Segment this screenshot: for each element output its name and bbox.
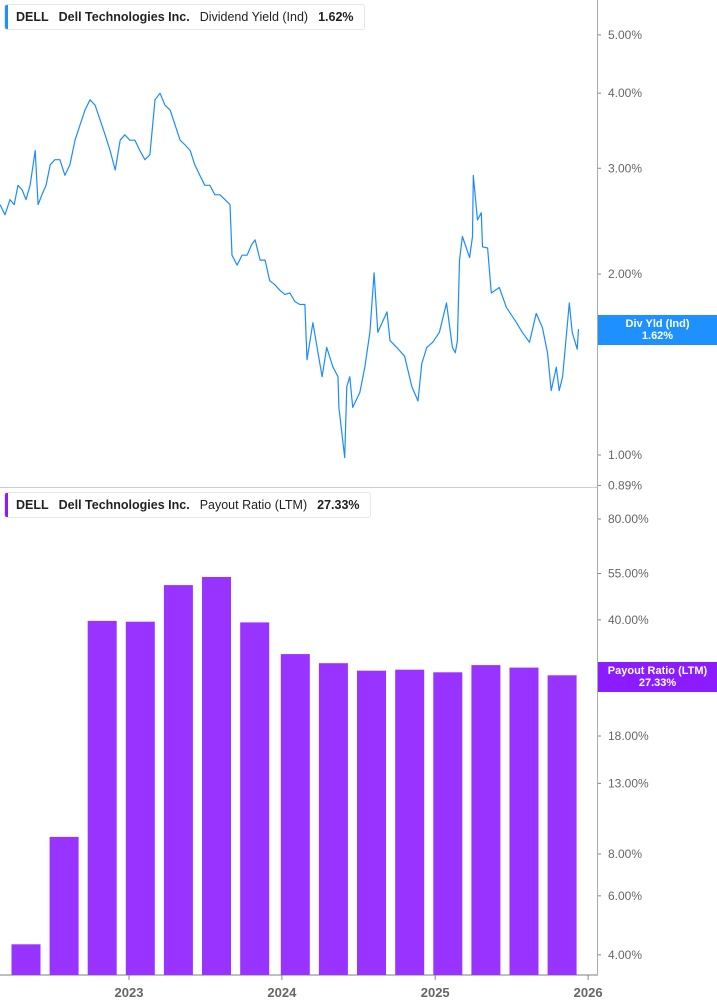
payout-bars [11,577,577,975]
y-tick-label: 4.00% [608,948,642,962]
payout-bar [318,663,348,975]
payout-bar [163,585,193,975]
payout-bar [509,667,539,975]
payout-bar [87,620,117,975]
payout-bar [11,944,41,975]
payout-bar [395,669,425,975]
x-tick-label: 2026 [574,985,603,1000]
legend-company: Dell Technologies Inc. [58,498,190,512]
y-tick-label: 13.00% [608,776,649,790]
payout-bar [280,654,310,975]
payout-bar [125,621,155,975]
tag-value: 27.33% [638,677,677,689]
y-tick-label: 8.00% [608,847,642,861]
payout-bar [49,836,79,975]
payout-bar [202,577,231,975]
payout-bar [471,665,501,975]
legend-value: 1.62% [318,10,354,24]
legend-company: Dell Technologies Inc. [58,10,190,24]
y-tick-label: 80.00% [608,512,649,526]
y-tick-label: 2.00% [608,267,642,281]
payout-bar [433,672,463,975]
payout-legend: DELL Dell Technologies Inc. Payout Ratio… [4,492,371,518]
y-tick-label: 40.00% [608,613,649,627]
dividend-legend: DELL Dell Technologies Inc. Dividend Yie… [4,4,365,30]
x-tick-label: 2024 [267,985,297,1000]
dividend-yield-price-tag: Div Yld (Ind) 1.62% [598,315,717,345]
x-tick-label: 2025 [421,985,450,1000]
x-tick-label: 2023 [115,985,144,1000]
legend-ticker: DELL [16,498,49,512]
legend-accent [5,493,8,517]
legend-accent [5,5,8,29]
legend-value: 27.33% [317,498,360,512]
y-tick-label: 5.00% [608,28,642,42]
payout-bar [357,670,386,975]
payout-ratio-price-tag: Payout Ratio (LTM) 27.33% [598,662,717,692]
y-tick-label: 1.00% [608,448,642,462]
y-tick-label: 55.00% [608,567,649,581]
tag-value: 1.62% [641,330,674,342]
payout-bar [240,622,270,975]
y-tick-label: 0.89% [608,478,642,492]
tag-label: Div Yld (Ind) [625,318,690,330]
payout-bar [547,675,577,975]
y-tick-label: 18.00% [608,729,649,743]
y-tick-label: 3.00% [608,161,642,175]
y-tick-label: 4.00% [608,86,642,100]
y-tick-label: 6.00% [608,889,642,903]
legend-metric: Payout Ratio (LTM) [199,498,308,512]
legend-ticker: DELL [16,10,49,24]
tag-label: Payout Ratio (LTM) [607,665,708,677]
legend-metric: Dividend Yield (Ind) [199,10,309,24]
dividend-yield-line [0,92,580,459]
